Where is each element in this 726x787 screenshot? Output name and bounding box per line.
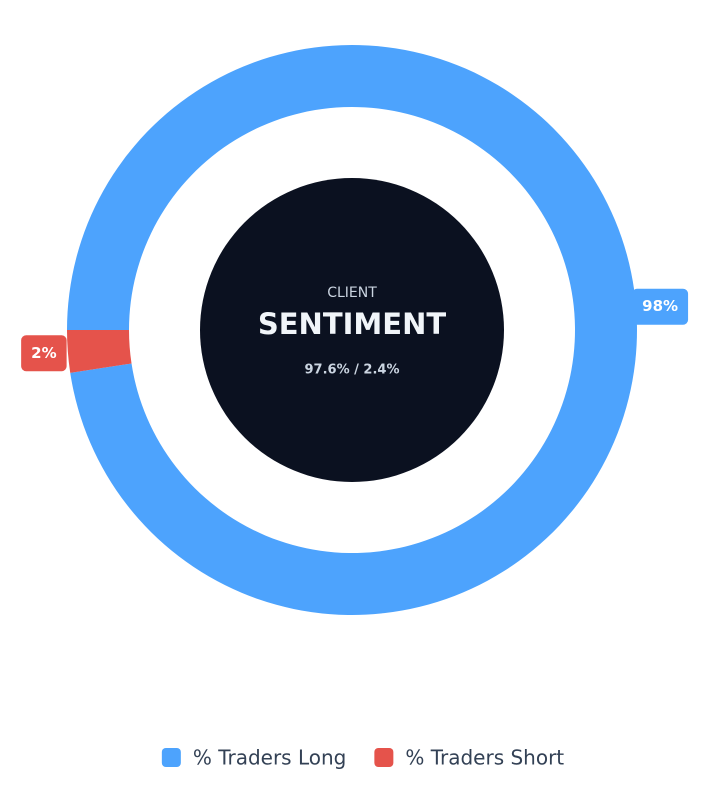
center-label: CLIENT (327, 285, 377, 301)
legend-label: % Traders Long (193, 746, 347, 770)
value-label-badge (632, 288, 689, 325)
legend-swatch (161, 748, 181, 767)
value-label: 98% (642, 297, 678, 315)
legend-swatch (374, 748, 394, 767)
legend-label: % Traders Short (405, 746, 564, 770)
value-label: 2% (31, 344, 56, 362)
center-title: SENTIMENT (258, 307, 446, 341)
center-disc (200, 178, 504, 482)
center-subtitle: 97.6% / 2.4% (305, 363, 400, 378)
value-label-badge (21, 335, 67, 372)
doughnut-segment (67, 330, 132, 373)
